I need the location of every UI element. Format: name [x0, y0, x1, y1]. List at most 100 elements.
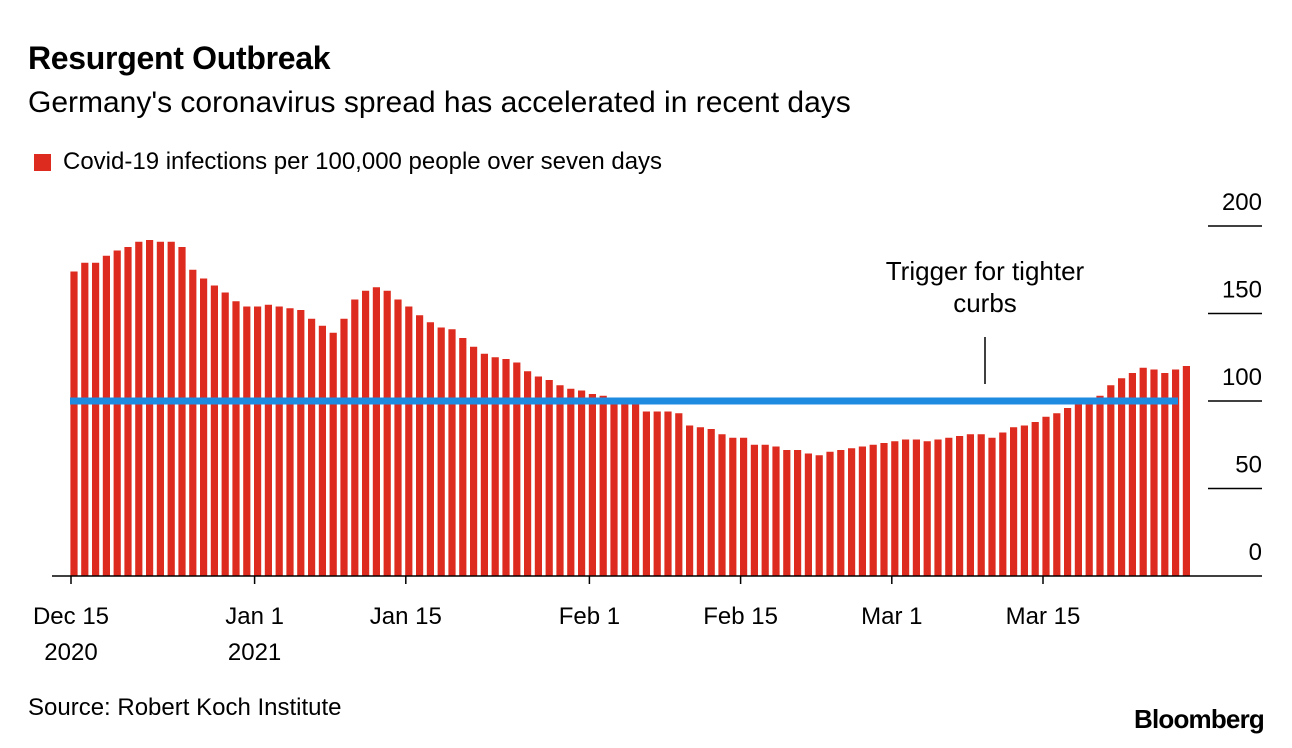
x-tick-label: Mar 15 [1006, 603, 1081, 630]
chart-title: Resurgent Outbreak [28, 40, 331, 76]
bar [491, 357, 499, 576]
bar [351, 299, 359, 576]
bar [200, 278, 208, 576]
bar [416, 315, 424, 576]
bar [1139, 367, 1147, 576]
bar [1128, 373, 1136, 576]
bar [189, 269, 197, 576]
x-tick-label: Jan 1 [225, 603, 284, 630]
bar [664, 411, 672, 576]
legend: Covid-19 infections per 100,000 people o… [34, 148, 662, 176]
bar [480, 353, 488, 576]
bar [826, 451, 834, 576]
y-tick-label: 0 [1249, 539, 1262, 566]
bar [1161, 373, 1169, 576]
bloomberg-logo: Bloomberg [1133, 704, 1265, 734]
bar [210, 285, 218, 576]
bar [891, 441, 899, 576]
x-tick-label: Feb 15 [703, 603, 778, 630]
bar [858, 446, 866, 576]
y-tick-label: 150 [1222, 277, 1262, 304]
bar [902, 439, 910, 576]
bar [318, 325, 326, 576]
bar [945, 437, 953, 576]
bar [977, 434, 985, 576]
bar [923, 441, 931, 576]
bar [837, 450, 845, 576]
bar [146, 240, 154, 576]
chart-subtitle: Germany's coronavirus spread has acceler… [28, 86, 851, 119]
bar [1064, 408, 1072, 576]
bar [1150, 369, 1158, 576]
bar [988, 437, 996, 576]
bar [1107, 385, 1115, 576]
bar [1031, 422, 1039, 576]
bar [470, 346, 478, 576]
bar [459, 338, 467, 576]
bar [1172, 369, 1180, 576]
bar [761, 444, 769, 576]
bar [567, 388, 575, 576]
bar [729, 437, 737, 576]
bar [610, 397, 618, 576]
bar [254, 306, 262, 576]
bar [686, 425, 694, 576]
bar [221, 292, 229, 576]
y-tick-label: 200 [1222, 189, 1262, 216]
x-tick-label: 2020 [44, 639, 97, 666]
bar [772, 446, 780, 576]
bar [653, 411, 661, 576]
bar [578, 390, 586, 576]
legend-label: Covid-19 infections per 100,000 people o… [63, 148, 663, 175]
bar [999, 432, 1007, 576]
bar [513, 362, 521, 576]
bar [308, 318, 316, 576]
bar [275, 306, 283, 576]
bar [372, 287, 380, 576]
source-note: Source: Robert Koch Institute [28, 694, 342, 721]
bar [783, 450, 791, 576]
bar [718, 434, 726, 576]
bar [804, 453, 812, 576]
bar [740, 437, 748, 576]
bar [394, 299, 402, 576]
bar [286, 308, 294, 576]
bar [383, 290, 391, 576]
bar [934, 439, 942, 576]
bar [880, 443, 888, 576]
bar [1074, 404, 1082, 576]
bar [113, 250, 121, 576]
bar [1020, 425, 1028, 576]
bar [70, 271, 78, 576]
bar [534, 376, 542, 576]
bar [869, 444, 877, 576]
bar [599, 395, 607, 576]
bar [696, 427, 704, 576]
bar [675, 413, 683, 576]
bar [1042, 416, 1050, 576]
bar [1010, 427, 1018, 576]
bar [848, 448, 856, 576]
bar [1096, 395, 1104, 576]
bar [502, 359, 510, 576]
bar [956, 436, 964, 576]
bar [340, 318, 348, 576]
bar [632, 404, 640, 576]
bar [124, 247, 132, 576]
bar [264, 304, 272, 576]
x-tick-label: 2021 [228, 639, 281, 666]
bar [750, 444, 758, 576]
bar [912, 439, 920, 576]
bar [642, 411, 650, 576]
bar [426, 322, 434, 576]
annotation-label: curbs [953, 288, 1017, 318]
bar [1182, 366, 1190, 576]
bar [167, 241, 175, 576]
bar [297, 310, 305, 576]
bar [966, 434, 974, 576]
bar [1053, 413, 1061, 576]
legend-swatch [34, 153, 51, 171]
bar [178, 247, 186, 576]
bar [437, 327, 445, 576]
